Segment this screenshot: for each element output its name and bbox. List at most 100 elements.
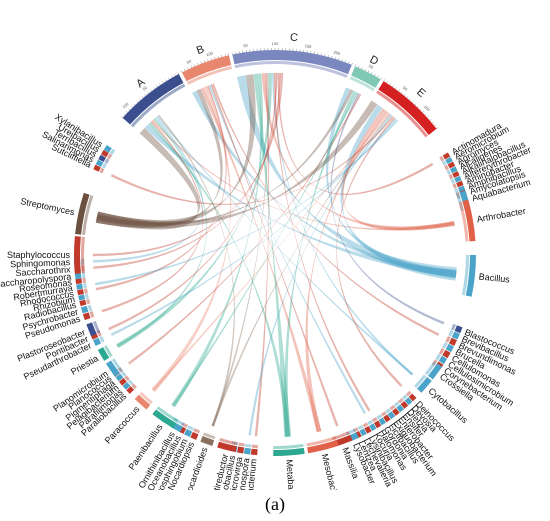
group-inner-band-b [186, 65, 233, 85]
genus-inner-band-paenibacillus [156, 406, 179, 423]
genus-inner-band-priestia [104, 345, 113, 358]
genus-inner-band-planomicrobium [111, 358, 123, 373]
chord-link-a-nocardioides [157, 114, 235, 427]
group-tick-label: 50 [186, 58, 193, 65]
genus-inner-band-aminobacter [452, 183, 457, 189]
group-tick [334, 56, 336, 60]
genus-label-saccharothrix: Saccharothrix [15, 264, 71, 278]
genus-segment-alkalihalobacillus [452, 171, 460, 178]
group-tick-label: 200 [333, 49, 342, 56]
genus-label-staphylococcus: Staphylococcus [7, 250, 71, 260]
chord-link-e-pseudarthrobacter [110, 118, 397, 336]
genus-inner-band-mesobacillus [306, 436, 337, 447]
chord-link-c-saccharothrix [93, 72, 282, 269]
genus-inner-band-cellulosimicrobium [435, 353, 442, 361]
genus-segment-deinococcus [408, 393, 417, 402]
genus-inner-band-nocardioides [202, 432, 216, 440]
group-tick [141, 96, 144, 99]
group-tick [367, 70, 370, 73]
genus-inner-band-amphibacillus [454, 188, 459, 194]
genus-inner-band-lentzea [352, 427, 359, 433]
genus-segment-enterobacter [392, 407, 400, 416]
chord-link-e-nocardioides [211, 113, 391, 427]
genus-inner-band-microbacterium [251, 444, 259, 449]
genus-segment-nocardiopsis [190, 431, 199, 440]
genus-inner-band-ureibacillus [107, 153, 113, 160]
chord-link-e-arthrobacter [342, 108, 455, 231]
genus-segment-cytobacillus [417, 377, 432, 393]
chord-link-e-mesobacillus [305, 110, 389, 433]
genus-segment-ensifer [396, 404, 404, 413]
genus-inner-band-radiobacillus [86, 298, 91, 305]
group-inner-band-c [234, 61, 348, 78]
chord-link-d-paenibacillus [172, 92, 358, 407]
chord-link-d-planococcus [128, 93, 362, 365]
group-tick [200, 61, 202, 64]
group-tick [386, 81, 388, 84]
group-tick [374, 73, 376, 76]
genus-inner-band-ensifer [393, 401, 400, 407]
genus-segment-exiguobacterium [387, 411, 396, 420]
group-tick [351, 62, 353, 66]
group-tick [184, 68, 186, 71]
genus-segment-bacillus [465, 255, 476, 297]
genus-inner-band-crossiella [424, 361, 437, 376]
group-tick [139, 98, 141, 101]
chord-link-a-cytobacillus [156, 115, 414, 376]
genus-segment-salinarimonas [95, 159, 104, 167]
genus-inner-band-saccharopolyspora [81, 271, 86, 279]
genus-inner-band-alcaligenes [446, 169, 452, 175]
group-tick [193, 64, 196, 67]
genus-inner-band-blastococcus [450, 323, 456, 331]
genus-inner-band-planococcus [117, 366, 124, 373]
group-tick-label: 100 [272, 41, 279, 46]
genus-inner-band-terribacillus [104, 158, 110, 164]
group-tick [168, 77, 170, 80]
genus-inner-band-halomonas [371, 417, 378, 423]
genus-inner-band-lysobacter [345, 428, 356, 436]
group-tick-label: 100 [423, 104, 432, 113]
genus-segment-arthrobacter [462, 199, 476, 242]
genus-segment-radiobacillus [79, 299, 87, 307]
genus-segment-pseudarthrobacter [92, 337, 102, 346]
group-tick [159, 83, 161, 86]
genus-segment-brevundimonas [448, 337, 458, 346]
genus-inner-band-nitratireductor [219, 437, 238, 446]
genus-inner-band-cellulomonas [438, 347, 445, 355]
genus-segment-robertmurraya [76, 283, 83, 290]
group-tick-label: 150 [304, 43, 312, 49]
genus-inner-band-salinarimonas [101, 162, 107, 169]
genus-segment-microvirga [236, 446, 245, 454]
group-tick [327, 55, 329, 58]
genus-inner-band-xylanibacillus [109, 148, 116, 155]
genus-segment-pseudomonas [82, 312, 91, 321]
genus-inner-band-kocuria [367, 419, 373, 425]
genus-segment-paracoccus [134, 394, 151, 410]
group-tick-label: 50 [243, 43, 249, 49]
genus-segment-lysinibacillus [364, 426, 372, 434]
genus-segment-roseomonas [75, 278, 83, 285]
genus-segment-mesobacillus [307, 439, 339, 454]
group-tick [174, 73, 176, 76]
genus-inner-band-gordonia [376, 414, 383, 420]
chord-link-e-deinococcus [336, 117, 403, 387]
group-tick [128, 108, 131, 111]
group-tick [348, 61, 350, 64]
genus-segment-brevibacillus [451, 331, 460, 340]
genus-segment-agromyces [447, 161, 456, 169]
group-tick [207, 59, 209, 62]
genus-segment-cellulomonas [442, 349, 451, 359]
genus-segment-actinomadura [442, 152, 451, 160]
genus-label-mesobacillus: Mesobacillus [320, 453, 342, 490]
genus-inner-band-sphingomonas [81, 258, 85, 265]
group-tick [221, 55, 223, 58]
chord-link-a-bacillus [144, 124, 457, 278]
group-tick [214, 56, 216, 60]
group-tick [162, 81, 164, 84]
genus-inner-band-corynebacterium [431, 359, 438, 366]
group-tick [380, 77, 382, 80]
group-tick [383, 79, 385, 82]
genus-inner-band-aquabacterium [455, 192, 464, 212]
group-tick [422, 111, 425, 113]
group-tick-label: 100 [206, 50, 215, 57]
